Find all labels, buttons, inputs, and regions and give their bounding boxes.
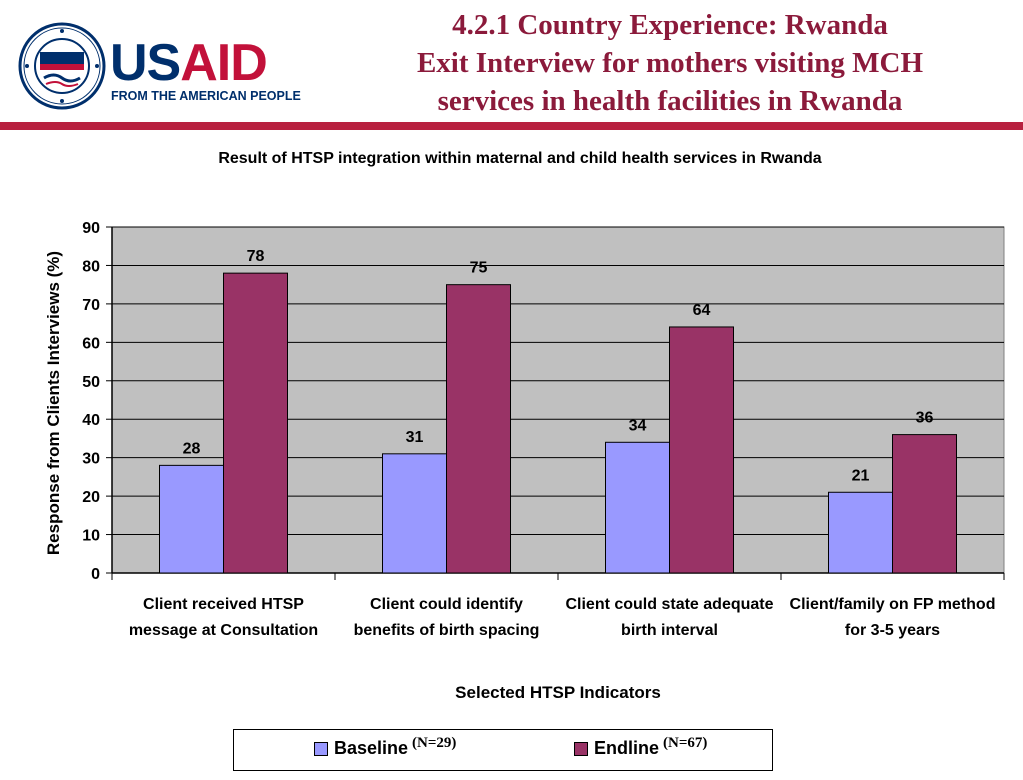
chart-title: Result of HTSP integration within matern… [218,150,822,167]
y-tick-label: 60 [82,335,100,352]
bar-endline [892,434,957,574]
legend-swatch-baseline [314,741,328,756]
logo-wordmark: USAID [110,34,267,92]
data-label-baseline: 34 [629,417,647,434]
bar-endline [669,326,734,574]
data-label-baseline: 31 [406,429,424,446]
y-tick-label: 40 [82,412,100,429]
y-tick-label: 70 [82,297,100,314]
y-tick-label: 90 [82,220,100,237]
x-tick-label: Client could state adequate birth interv… [565,596,774,639]
x-axis-label: Selected HTSP Indicators [455,683,661,702]
x-tick-label: Client received HTSP message at Consulta… [128,596,319,639]
bar-baseline [605,441,670,574]
y-tick-label: 80 [82,258,100,275]
usaid-logo: USAID FROM THE AMERICAN PEOPLE [18,22,301,110]
data-label-baseline: 21 [852,467,870,484]
data-label-endline: 75 [470,260,488,277]
logo-tagline: FROM THE AMERICAN PEOPLE [111,89,301,103]
y-tick-label: 30 [82,451,100,468]
bar-baseline [159,464,224,574]
bar-baseline [382,453,447,574]
legend-note-baseline: (N=29) [412,735,457,751]
y-tick-label: 50 [82,374,100,391]
legend-item-endline: Endline (N=67) [574,735,708,759]
slide-title-line-2: Exit Interview for mothers visiting MCH [416,47,924,79]
x-tick-label: Client could identify benefits of birth … [353,596,540,639]
bar-chart: 0 10 20 30 40 50 60 70 80 90 28 78 31 75 34 64 21 36 [82,220,1005,583]
x-tick-label: Client/family on FP method for 3-5 years [789,596,996,639]
data-label-endline: 64 [693,302,711,319]
data-label-endline: 36 [916,410,934,427]
y-tick-label: 20 [82,489,100,506]
chart-legend: Baseline (N=29) Endline (N=67) [233,729,773,771]
legend-note-endline: (N=67) [663,735,708,751]
y-tick-label: 0 [91,566,100,583]
legend-swatch-endline [574,741,588,756]
header-divider [0,122,1023,130]
slide-header: USAID FROM THE AMERICAN PEOPLE 4.2.1 Cou… [0,0,1023,130]
data-label-endline: 78 [247,248,265,265]
usaid-seal-icon [18,22,106,110]
bar-endline [223,272,288,574]
data-label-baseline: 28 [183,440,201,457]
legend-label-endline: Endline [594,738,660,758]
slide-title: 4.2.1 Country Experience: Rwanda Exit In… [320,6,1020,120]
bar-baseline [828,491,893,574]
bar-endline [446,284,511,574]
legend-item-baseline: Baseline (N=29) [314,735,457,759]
y-axis-label: Response from Clients Interviews (%) [44,250,63,556]
slide-title-line-1: 4.2.1 Country Experience: Rwanda [452,9,888,41]
legend-label-baseline: Baseline [334,738,409,758]
slide-title-line-3: services in health facilities in Rwanda [437,85,903,117]
y-tick-label: 10 [82,528,100,545]
